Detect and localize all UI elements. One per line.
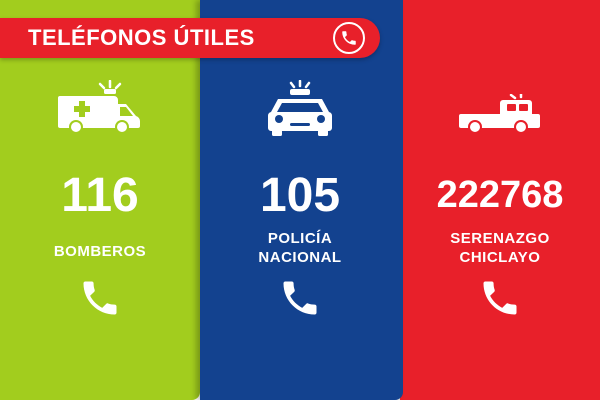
service-label: BOMBEROS — [53, 243, 147, 260]
card-bomberos: 116 BOMBEROS — [0, 0, 200, 400]
emergency-number: 116 — [61, 169, 139, 222]
police-car-icon — [264, 79, 336, 141]
card-serenazgo: 222768 SERENAZGO CHICLAYO — [400, 0, 600, 400]
green-panel — [0, 0, 200, 400]
service-label-line2: NACIONAL — [258, 249, 342, 266]
phone-icon — [478, 276, 522, 325]
card-policia: 105 POLICÍA NACIONAL — [200, 0, 400, 400]
pickup-truck-icon — [459, 92, 541, 139]
red-panel — [400, 0, 600, 400]
title-banner: TELÉFONOS ÚTILES — [0, 18, 380, 58]
phone-icon — [278, 276, 322, 325]
emergency-number: 105 — [259, 169, 341, 222]
service-label-line1: POLICÍA — [267, 230, 333, 247]
banner-title: TELÉFONOS ÚTILES — [28, 25, 255, 50]
phone-circle-icon — [333, 22, 365, 54]
phone-icon — [78, 276, 122, 325]
service-label-line2: CHICLAYO — [459, 249, 541, 266]
service-label-line1: SERENAZGO — [450, 230, 550, 247]
emergency-number: 222768 — [436, 174, 564, 216]
blue-panel — [200, 0, 403, 400]
ambulance-icon — [56, 79, 144, 137]
